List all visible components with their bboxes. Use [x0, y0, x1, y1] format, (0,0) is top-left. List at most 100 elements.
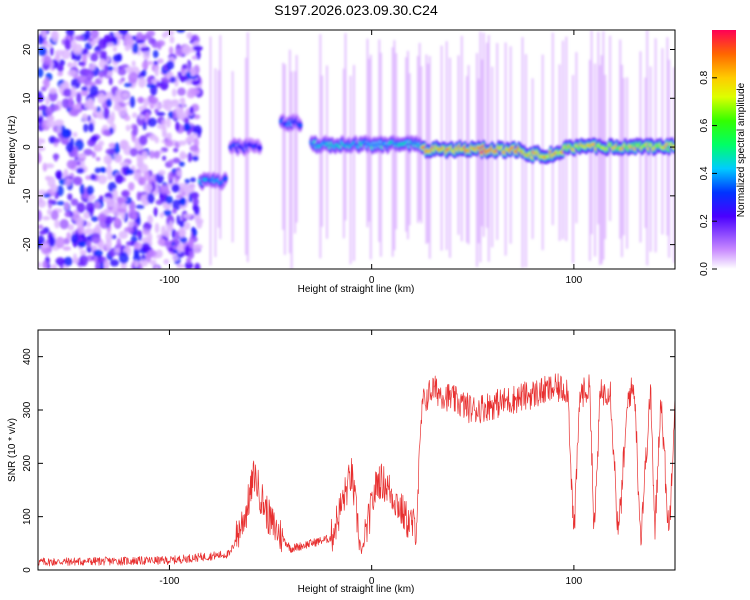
spectrogram-cell — [142, 200, 149, 206]
spectrogram-cell — [121, 190, 130, 197]
spectrogram-cell — [129, 147, 138, 157]
spectrogram-cell — [81, 113, 88, 123]
spectrogram-cell — [137, 176, 147, 186]
spectrogram-cell — [179, 97, 185, 104]
spectrogram-cell — [111, 95, 117, 101]
spectrogram-cell — [149, 150, 155, 159]
spectrogram-cell — [128, 182, 135, 191]
spectrogram-cell — [156, 234, 162, 239]
spectrogram-cell — [42, 216, 51, 221]
spectrogram-cell — [164, 229, 171, 238]
spectrogram-cell — [137, 97, 145, 104]
spectrogram-cell — [76, 167, 85, 174]
spectrogram-cell — [110, 36, 118, 43]
spectrogram-cell — [257, 146, 263, 150]
spectrogram-cell — [187, 135, 195, 143]
spectrogram-cell — [178, 228, 186, 238]
spectrogram-cell — [87, 98, 95, 109]
spectrogram-cell — [165, 195, 173, 205]
spectrogram-cell — [155, 249, 163, 259]
spectrogram-cell — [125, 168, 135, 175]
spectrogram-cell — [168, 110, 174, 119]
spectrogram-cell — [112, 188, 118, 201]
spectrogram-cell — [90, 52, 99, 62]
spectrogram-cell — [147, 214, 154, 224]
spectrogram-cell — [176, 170, 182, 177]
x-tick-label: -100 — [159, 576, 179, 587]
snr-frame — [37, 329, 676, 571]
spectrogram-feature — [562, 30, 675, 266]
y-tick-label: 0 — [22, 567, 33, 573]
spectrogram-cell — [62, 246, 72, 251]
spectrogram-cell — [155, 81, 161, 88]
spectrogram-cell — [67, 62, 73, 68]
spectrogram-cell — [129, 96, 136, 108]
spectrogram-cell — [54, 219, 60, 229]
spectrogram-cell — [124, 33, 133, 46]
spectrogram-cell — [143, 183, 153, 193]
spectrogram-cell — [38, 195, 43, 204]
spectrogram-cell — [89, 85, 99, 97]
spectrogram-cell — [132, 42, 139, 54]
spectrogram-cell — [133, 242, 143, 250]
spectrogram-cell — [48, 87, 58, 94]
spectrogram-cell — [162, 131, 168, 138]
spectrogram-cell — [47, 199, 57, 204]
spectrogram-cell — [182, 184, 190, 193]
spectrogram-cell — [177, 87, 186, 96]
y-tick-label: 400 — [22, 348, 33, 365]
spectrogram-cell — [106, 98, 112, 108]
spectrogram-cell — [192, 197, 199, 207]
spectrogram-cell — [131, 60, 136, 67]
spectrogram-cell — [147, 176, 153, 185]
spectrogram-cell — [138, 76, 146, 88]
spectrogram-cell — [105, 231, 113, 243]
spectrogram-cell — [98, 38, 108, 50]
spectrogram-cell — [149, 259, 157, 266]
spectrogram-cell — [38, 137, 43, 144]
spectrogram-cell — [66, 159, 77, 170]
spectrogram-cell — [159, 212, 165, 219]
spectrogram-cell — [123, 82, 133, 88]
spectrogram-cell — [162, 103, 170, 109]
spectrogram-cell — [183, 222, 191, 230]
spectrogram-cell — [43, 55, 52, 66]
colorbar-tick-label: 0.4 — [699, 166, 710, 180]
spectrogram-cell — [154, 222, 160, 234]
spectrogram-cell — [147, 117, 157, 127]
spectrogram-cell — [97, 140, 105, 147]
spectrogram-cell — [110, 234, 117, 240]
spectrogram-y-label: Frequency (Hz) — [7, 116, 18, 185]
spectrogram-cell — [72, 131, 78, 138]
spectrogram-cell — [86, 246, 93, 253]
spectrogram-cell — [66, 232, 71, 240]
spectrogram-cell — [297, 123, 303, 128]
spectrogram-cell — [42, 193, 52, 198]
spectrogram-cell — [84, 228, 94, 236]
spectrogram-cell — [59, 219, 69, 230]
spectrogram-cell — [140, 259, 148, 267]
spectrogram-cell — [58, 84, 64, 94]
spectrogram-cell — [194, 262, 201, 269]
spectrogram-cell — [70, 198, 79, 206]
spectrogram-cell — [43, 43, 53, 48]
colorbar-gradient — [712, 30, 736, 269]
spectrogram-cell — [141, 242, 151, 252]
spectrogram-cell — [168, 159, 174, 166]
spectrogram-cell — [81, 86, 89, 91]
spectrogram-cell — [54, 119, 64, 127]
spectrogram-cell — [83, 123, 89, 133]
spectrogram-cell — [150, 104, 154, 110]
spectrogram-cell — [176, 112, 186, 121]
spectrogram-cell — [67, 69, 78, 77]
spectrogram-cell — [65, 142, 74, 153]
spectrogram-cell — [55, 236, 65, 249]
spectrogram-cell — [70, 233, 79, 244]
colorbar-tick-label: 0.6 — [699, 118, 710, 132]
spectrogram-cell — [84, 30, 91, 40]
spectrogram-cell — [72, 253, 78, 265]
spectrogram-cell — [124, 44, 131, 52]
spectrogram-cell — [118, 230, 128, 239]
